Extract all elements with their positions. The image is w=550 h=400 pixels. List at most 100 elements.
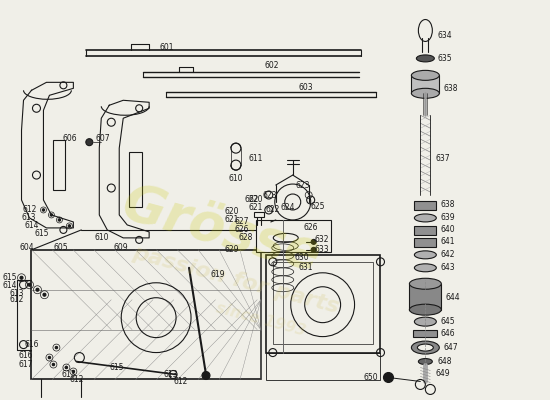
Ellipse shape (409, 278, 441, 289)
Text: 626: 626 (304, 224, 318, 232)
Bar (414, 330, 437, 337)
Text: 642: 642 (441, 250, 455, 259)
Ellipse shape (416, 55, 435, 62)
Text: 647: 647 (443, 343, 458, 352)
Text: 632: 632 (315, 235, 329, 244)
Circle shape (383, 372, 393, 382)
Ellipse shape (419, 358, 432, 364)
Text: 605: 605 (53, 243, 68, 252)
Text: Grösse: Grösse (116, 178, 326, 282)
Circle shape (50, 214, 53, 216)
Text: 606: 606 (63, 134, 78, 143)
Text: 628: 628 (239, 233, 253, 242)
Circle shape (36, 288, 39, 291)
Text: 612: 612 (69, 375, 84, 384)
Circle shape (275, 184, 311, 220)
Ellipse shape (411, 88, 439, 98)
Text: 638: 638 (441, 200, 455, 210)
Circle shape (20, 276, 23, 279)
Bar (414, 201, 436, 210)
Text: 615: 615 (2, 273, 16, 282)
Circle shape (202, 372, 210, 380)
Circle shape (28, 283, 31, 286)
Text: 604: 604 (19, 243, 34, 252)
Text: 615: 615 (109, 363, 124, 372)
Text: 613: 613 (62, 370, 76, 379)
Text: 646: 646 (441, 329, 455, 338)
Text: 620: 620 (224, 208, 239, 216)
Text: 629: 629 (224, 245, 239, 254)
Text: 612: 612 (9, 295, 24, 304)
Text: 633: 633 (315, 245, 329, 254)
Text: 614: 614 (25, 222, 40, 230)
Text: 620: 620 (248, 196, 263, 204)
Circle shape (72, 370, 75, 373)
Text: 609: 609 (113, 243, 128, 252)
Text: 644: 644 (446, 293, 460, 302)
Text: 623: 623 (296, 180, 310, 190)
Bar (409, 284, 441, 310)
Bar (53, 140, 65, 190)
Circle shape (43, 293, 46, 296)
Text: 601: 601 (159, 43, 174, 52)
Text: 645: 645 (441, 317, 455, 326)
Text: passion for parts: passion for parts (130, 242, 342, 317)
Bar (273, 262, 372, 344)
Text: 614: 614 (2, 281, 16, 290)
Text: 610: 610 (95, 233, 109, 242)
Text: 649: 649 (436, 369, 450, 378)
Text: 617: 617 (19, 360, 34, 369)
Text: 635: 635 (437, 54, 452, 63)
Bar (414, 238, 436, 247)
Text: 625: 625 (311, 202, 325, 212)
Ellipse shape (414, 214, 436, 222)
Text: 602: 602 (265, 61, 279, 70)
Ellipse shape (417, 344, 433, 351)
Text: 612: 612 (22, 206, 36, 214)
Text: 615: 615 (35, 230, 50, 238)
Circle shape (65, 366, 68, 369)
Circle shape (48, 356, 51, 359)
Text: 610: 610 (229, 174, 243, 182)
Circle shape (86, 139, 93, 146)
Bar (129, 152, 142, 207)
Text: 648: 648 (437, 357, 452, 366)
Text: 622: 622 (244, 196, 259, 204)
Text: 643: 643 (441, 263, 455, 272)
Bar (411, 75, 439, 93)
Text: 630: 630 (295, 253, 309, 262)
Bar (254, 212, 264, 217)
Text: 639: 639 (441, 214, 455, 222)
Text: 621: 621 (224, 216, 239, 224)
Ellipse shape (419, 20, 432, 42)
Text: 626: 626 (234, 226, 249, 234)
Text: 612: 612 (173, 377, 188, 386)
Text: 640: 640 (441, 226, 455, 234)
Circle shape (52, 363, 54, 366)
Text: since 1993: since 1993 (214, 300, 307, 339)
Ellipse shape (411, 70, 439, 80)
Bar (31, 250, 261, 380)
Text: 623: 623 (262, 190, 277, 200)
Text: 619: 619 (211, 270, 226, 279)
Circle shape (311, 247, 316, 252)
Bar (256, 220, 331, 252)
Text: 613: 613 (163, 370, 178, 379)
Text: 624: 624 (280, 204, 295, 212)
Bar (414, 226, 436, 235)
Text: 611: 611 (249, 154, 263, 163)
Text: 607: 607 (95, 134, 110, 143)
Circle shape (68, 225, 70, 227)
Text: 641: 641 (441, 237, 455, 246)
Ellipse shape (411, 341, 439, 354)
Text: 650: 650 (364, 373, 378, 382)
Bar (266, 255, 381, 352)
Text: 637: 637 (436, 154, 450, 163)
Text: 634: 634 (437, 31, 452, 40)
Text: 603: 603 (299, 83, 314, 92)
Text: 622: 622 (266, 206, 280, 214)
Text: 616: 616 (19, 351, 34, 360)
Bar (266, 352, 381, 380)
Ellipse shape (414, 264, 436, 272)
Text: 613: 613 (9, 289, 24, 298)
